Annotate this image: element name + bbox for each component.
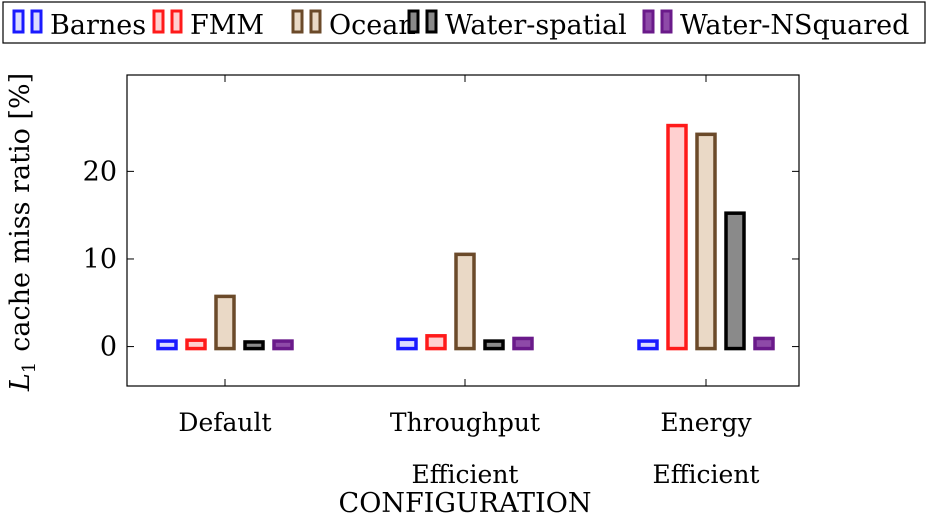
bar-water-nsquared-0 <box>272 339 294 351</box>
bar-fmm-1 <box>425 334 447 351</box>
legend: Barnes FMM Ocean Water-spatial Water-NSquare… <box>12 9 909 41</box>
x-axis-title: CONFIGURATION <box>339 488 592 516</box>
bar-barnes-1 <box>396 337 418 351</box>
bar-water-spatial-0 <box>243 340 265 351</box>
legend-label-barnes: Barnes <box>50 10 146 41</box>
x-tick-labels: Default Throughput Efficient Energy Efficien… <box>178 408 759 489</box>
bar-barnes-2 <box>637 339 659 351</box>
bar-ocean-2 <box>695 132 717 351</box>
x-tick-label-0: Default <box>178 408 271 437</box>
bar-fmm-2 <box>666 123 688 351</box>
legend-swatch2-ocean <box>309 9 322 34</box>
y-axis-title-main: L <box>5 373 36 392</box>
y-axis-title-rest: cache miss ratio [%] <box>5 73 36 352</box>
legend-label-water-nsquared: Water-NSquared <box>680 10 909 41</box>
y-tick-label-10: 10 <box>83 244 117 275</box>
legend-swatch-fmm <box>152 9 165 34</box>
bar-ocean-1 <box>454 252 476 351</box>
x-tick-label-1-line2: Efficient <box>412 460 519 489</box>
plot-area <box>126 74 800 387</box>
legend-swatch-water-spatial <box>407 9 420 34</box>
bar-water-nsquared-1 <box>512 336 534 351</box>
x-tick-label-2-line2: Efficient <box>653 460 760 489</box>
legend-label-fmm: FMM <box>190 10 264 41</box>
y-tick-labels: 0 10 20 <box>83 156 117 362</box>
bar-barnes-0 <box>156 339 178 351</box>
bar-water-spatial-1 <box>483 339 505 351</box>
legend-label-ocean: Ocean <box>329 10 416 41</box>
bar-water-spatial-2 <box>724 211 746 351</box>
legend-swatch-barnes <box>12 9 25 34</box>
y-tick-label-20: 20 <box>83 156 117 187</box>
legend-swatch2-fmm <box>170 9 183 34</box>
legend-label-water-spatial: Water-spatial <box>445 10 627 41</box>
y-axis-title-sub: 1 <box>19 362 40 373</box>
legend-swatch2-water-spatial <box>425 9 438 34</box>
bar-fmm-0 <box>185 338 207 351</box>
legend-swatch2-water-nsquared <box>660 9 673 34</box>
y-tick-label-0: 0 <box>100 332 117 363</box>
legend-swatch2-barnes <box>30 9 43 34</box>
svg-text:L1cache miss ratio [%]: L1 cache miss ratio [%] <box>5 73 40 392</box>
axis-ticks <box>127 75 799 386</box>
legend-swatch-water-nsquared <box>642 9 655 34</box>
bar-ocean-0 <box>214 294 236 351</box>
x-tick-label-1: Throughput <box>390 408 540 437</box>
bars <box>156 123 775 351</box>
bar-water-nsquared-2 <box>753 336 775 351</box>
y-axis-title: L1 cache miss ratio [%] <box>5 73 40 392</box>
legend-swatch-ocean <box>291 9 304 34</box>
x-tick-label-2: Energy <box>660 408 752 437</box>
